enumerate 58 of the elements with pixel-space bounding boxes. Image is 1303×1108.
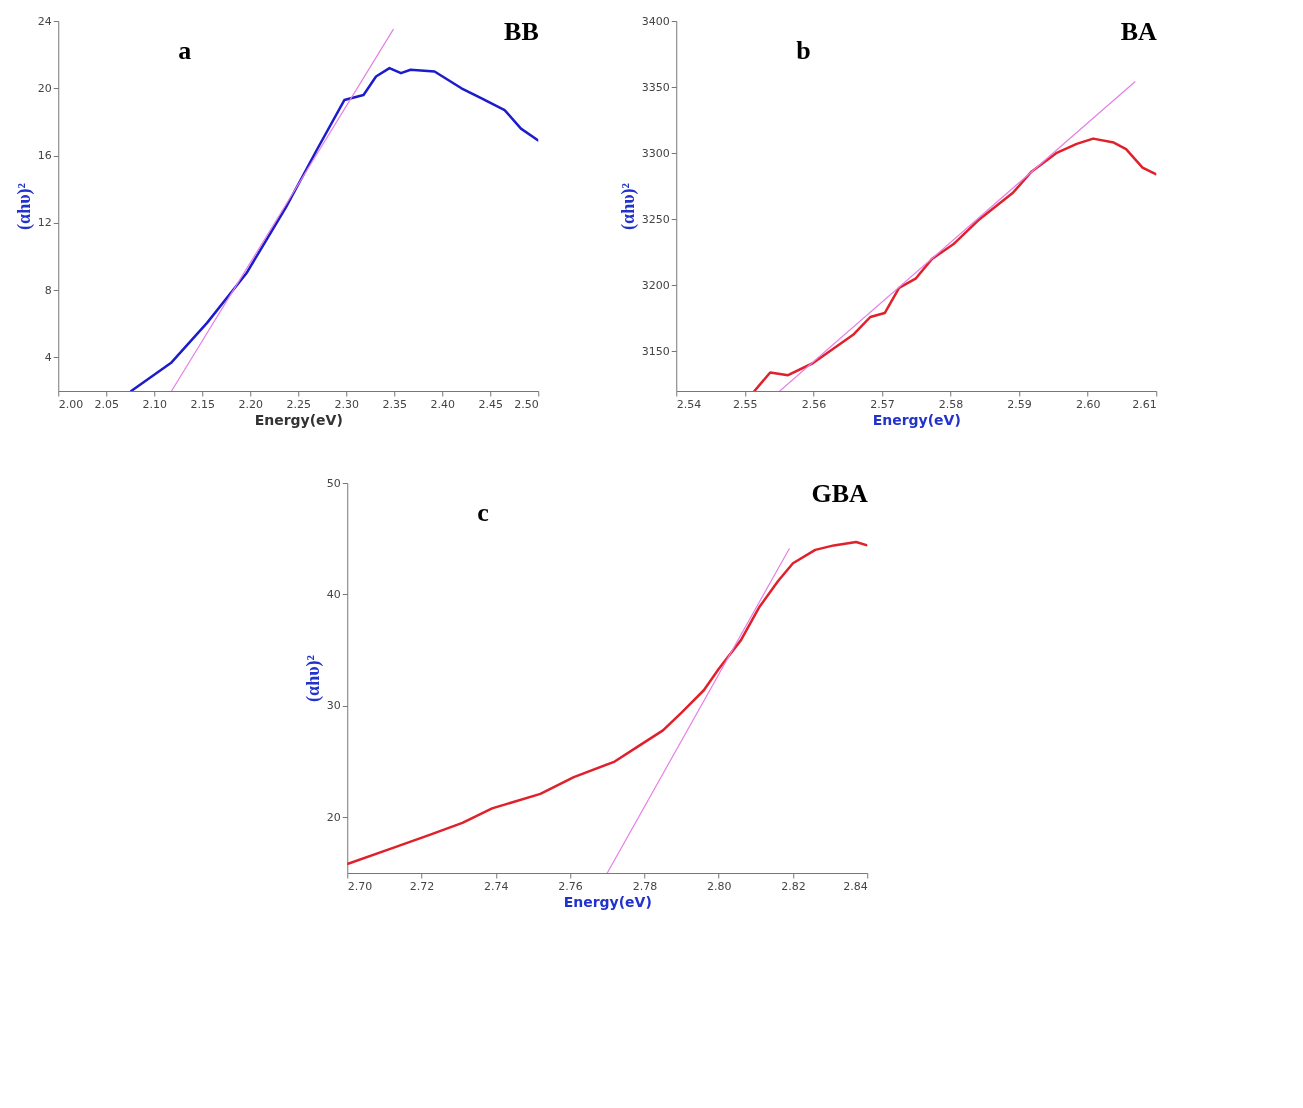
y-tick-label: 24 xyxy=(37,14,52,28)
x-tick-label: 2.50 xyxy=(514,397,539,411)
x-tick-label: 2.54 xyxy=(676,397,702,411)
y-tick-label: 30 xyxy=(326,699,341,713)
x-tick-label: 2.58 xyxy=(938,397,964,411)
y-tick-label: 16 xyxy=(37,149,52,163)
x-tick-label: 2.59 xyxy=(1007,397,1032,411)
x-tick-label: 2.35 xyxy=(382,397,407,411)
x-tick-label: 2.84 xyxy=(843,879,868,893)
y-tick-label: 40 xyxy=(326,587,341,601)
y-tick-label: 12 xyxy=(37,216,52,230)
chart-title: BB xyxy=(504,17,539,46)
x-tick-label: 2.74 xyxy=(484,879,509,893)
annotation: c xyxy=(477,498,489,527)
annotation: a xyxy=(178,36,192,65)
y-tick-label: 4 xyxy=(44,350,52,364)
x-tick-label: 2.82 xyxy=(781,879,806,893)
y-tick-label: 3150 xyxy=(641,344,670,358)
y-tick-label: 8 xyxy=(44,283,52,297)
y-tick-label: 50 xyxy=(326,476,341,490)
x-tick-label: 2.61 xyxy=(1132,397,1157,411)
x-axis-title: Energy(eV) xyxy=(563,893,652,910)
x-axis-title: Energy(eV) xyxy=(254,411,343,428)
y-tick-label: 20 xyxy=(326,810,341,824)
y-tick-label: 20 xyxy=(37,81,52,95)
y-tick-label: 3200 xyxy=(641,278,670,292)
line-series xyxy=(347,540,868,866)
x-tick-label: 2.45 xyxy=(478,397,503,411)
chart-title: GBA xyxy=(811,479,868,508)
x-tick-label: 2.56 xyxy=(801,397,827,411)
x-tick-label: 2.40 xyxy=(430,397,455,411)
x-tick-label: 2.15 xyxy=(190,397,215,411)
y-tick-label: 3350 xyxy=(641,80,670,94)
line-series xyxy=(129,66,539,391)
chart-title: BA xyxy=(1120,17,1157,46)
line-series xyxy=(753,137,1157,391)
x-tick-label: 2.72 xyxy=(409,879,435,893)
x-axis-title: Energy(eV) xyxy=(872,411,961,428)
annotation: b xyxy=(796,36,811,65)
x-tick-label: 2.10 xyxy=(142,397,167,411)
x-tick-label: 2.80 xyxy=(706,879,732,893)
y-axis-title: (αhυ)² xyxy=(13,183,35,230)
x-tick-label: 2.70 xyxy=(347,879,373,893)
x-tick-label: 2.60 xyxy=(1075,397,1101,411)
y-tick-label: 3250 xyxy=(641,212,670,226)
x-tick-label: 2.78 xyxy=(632,879,658,893)
x-tick-label: 2.55 xyxy=(733,397,758,411)
x-tick-label: 2.76 xyxy=(558,879,583,893)
x-tick-label: 2.30 xyxy=(334,397,359,411)
x-tick-label: 2.05 xyxy=(94,397,119,411)
x-tick-label: 2.20 xyxy=(238,397,263,411)
y-axis-title: (αhυ)² xyxy=(302,655,324,702)
x-tick-label: 2.00 xyxy=(58,397,84,411)
y-tick-label: 3400 xyxy=(641,14,670,28)
x-tick-label: 2.57 xyxy=(870,397,895,411)
y-tick-label: 3300 xyxy=(641,146,670,160)
y-axis-title: (αhυ)² xyxy=(617,183,639,230)
x-tick-label: 2.25 xyxy=(286,397,311,411)
